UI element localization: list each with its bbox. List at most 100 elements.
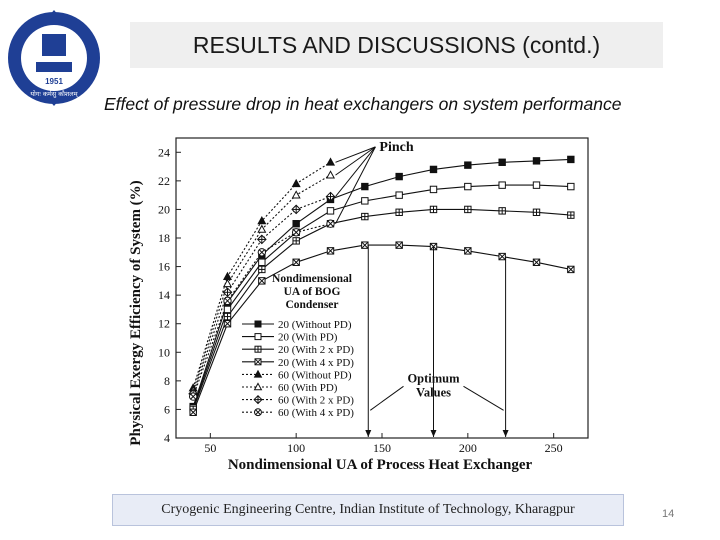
series-4-point <box>532 258 541 266</box>
legend-marker <box>253 369 263 378</box>
y-tick-label: 16 <box>158 260 170 274</box>
y-axis-label: Physical Exergy Efficiency of System (%) <box>128 180 144 445</box>
x-tick-label: 50 <box>204 441 216 455</box>
series-5-point <box>325 157 336 166</box>
series-3-point <box>429 205 438 214</box>
series-4-point <box>258 277 266 285</box>
series-4-point <box>567 265 575 274</box>
y-tick-label: 4 <box>164 431 170 445</box>
institute-logo: 1951 योगः कर्मसु कौशलम् <box>8 10 100 106</box>
series-6-point <box>222 278 233 288</box>
x-tick-label: 150 <box>373 441 391 455</box>
legend-marker <box>254 320 262 328</box>
logo-inner-disc <box>21 25 87 91</box>
series-6-point <box>257 224 267 233</box>
optimum-arrow-head <box>365 430 372 437</box>
y-tick-label: 18 <box>158 231 170 245</box>
optimum-pointer <box>369 385 404 411</box>
series-2-point <box>532 181 541 189</box>
series-8-point <box>188 392 198 401</box>
series-3-point <box>567 211 575 219</box>
pinch-arrow <box>335 146 376 163</box>
optimum-arrow-head <box>502 430 509 437</box>
x-axis-label: Nondimensional UA of Process Heat Exchan… <box>228 457 533 473</box>
series-1-point <box>292 220 300 228</box>
logo-year: 1951 <box>45 77 63 86</box>
y-tick-label: 10 <box>158 345 170 359</box>
footer-box: Cryogenic Engineering Centre, Indian Ins… <box>112 494 624 526</box>
series-3-point <box>464 205 472 214</box>
legend-marker <box>253 382 263 391</box>
y-tick-label: 20 <box>158 202 170 216</box>
legend-marker <box>254 358 262 366</box>
series-4-point <box>361 241 369 249</box>
page-number: 14 <box>662 508 675 520</box>
legend-entry: 60 (With 4 x PD) <box>278 407 354 419</box>
legend-marker <box>254 408 262 417</box>
series-7-point <box>222 287 233 298</box>
title-box: RESULTS AND DISCUSSIONS (contd.) <box>130 22 663 68</box>
x-tick-label: 100 <box>287 441 305 455</box>
series-8-point <box>326 219 335 228</box>
y-tick-label: 8 <box>164 374 170 388</box>
series-1-point <box>532 157 541 165</box>
footer-text: Cryogenic Engineering Centre, Indian Ins… <box>161 502 575 517</box>
series-1-point <box>567 155 575 164</box>
series-3-point <box>361 212 369 221</box>
series-6-point <box>325 170 336 179</box>
chart-background <box>118 128 596 476</box>
legend-marker <box>253 394 263 405</box>
series-1-point <box>429 165 438 174</box>
series-1-point <box>498 158 506 166</box>
series-2-point <box>361 197 369 205</box>
series-line-1 <box>192 158 571 407</box>
pinch-arrow <box>335 146 376 197</box>
series-2-point <box>395 191 403 199</box>
series-5-point <box>291 178 301 188</box>
series-4-point <box>326 247 335 255</box>
series-line-3 <box>192 208 571 410</box>
optimum-arrow-head <box>430 430 437 437</box>
series-3-point <box>532 208 541 216</box>
y-tick-label: 12 <box>158 317 170 331</box>
series-2-point <box>258 258 266 266</box>
series-4-point <box>464 247 472 255</box>
legend-entry: 60 (With PD) <box>278 382 338 394</box>
series-4-point <box>223 320 232 328</box>
series-3-point <box>292 237 300 245</box>
series-7-point <box>291 204 302 215</box>
series-3-point <box>258 265 266 274</box>
y-tick-label: 22 <box>158 174 170 188</box>
series-7-point <box>325 191 336 202</box>
legend-title: UA of BOG <box>284 286 341 298</box>
y-tick-label: 6 <box>164 402 170 416</box>
series-line-4 <box>192 244 571 413</box>
x-tick-label: 250 <box>545 441 563 455</box>
legend-entry: 20 (With 2 x PD) <box>278 344 354 356</box>
logo-book-icon <box>36 62 72 72</box>
series-3-point <box>498 207 506 215</box>
series-8-point <box>257 248 267 257</box>
y-tick-label: 14 <box>158 288 170 302</box>
pinch-label: Pinch <box>379 140 413 155</box>
series-4-point <box>292 258 300 266</box>
series-2-point <box>498 181 506 189</box>
series-line-2 <box>192 184 571 409</box>
series-3-point <box>395 208 403 216</box>
series-2-point <box>326 207 335 215</box>
series-2-point <box>223 305 232 314</box>
legend-entry: 20 (With 4 x PD) <box>278 357 354 369</box>
slide-subtitle: Effect of pressure drop in heat exchange… <box>104 94 622 114</box>
logo-motto: योगः कर्मसु कौशलम् <box>30 90 78 98</box>
series-2-point <box>464 182 472 191</box>
series-5-point <box>257 215 267 225</box>
pinch-arrow <box>335 146 376 224</box>
series-4-point <box>498 252 506 261</box>
legend-title: Condenser <box>285 299 338 311</box>
legend-entry: 60 (With 2 x PD) <box>278 395 354 407</box>
series-4-point <box>395 241 403 249</box>
series-2-point <box>567 182 575 191</box>
series-1-point <box>395 172 403 181</box>
legend-entry: 60 (Without PD) <box>278 369 352 381</box>
